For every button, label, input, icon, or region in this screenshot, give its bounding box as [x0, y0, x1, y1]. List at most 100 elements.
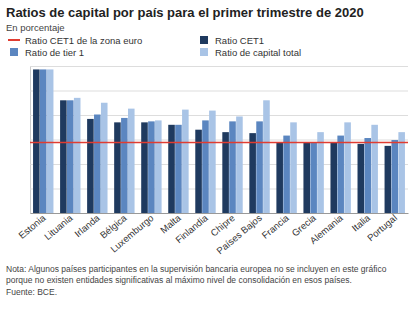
- y-axis: [30, 67, 408, 214]
- legend-item: Ratio de tier 1: [10, 47, 84, 58]
- legend-item: Ratio de capital total: [200, 47, 301, 58]
- x-tick-label: Lituania: [42, 212, 75, 242]
- x-tick-label: Portugal: [365, 212, 399, 243]
- bar: [358, 144, 365, 213]
- x-tick: Finlandia: [173, 212, 210, 246]
- series: [47, 69, 405, 213]
- note-line: Nota: Algunos países participantes en la…: [6, 264, 387, 274]
- series: [40, 69, 398, 213]
- bar: [398, 132, 405, 213]
- x-tick: Francia: [260, 212, 292, 241]
- x-tick-label: Luxemburgo: [108, 212, 156, 254]
- y-tick: [30, 140, 408, 141]
- x-axis: EstoniaLituaniaIrlandaBélgicaLuxemburgoM…: [16, 212, 408, 257]
- bar: [202, 120, 209, 213]
- legend: Ratio CET1 de la zona euroRatio CET1Rati…: [8, 35, 301, 58]
- bar: [209, 111, 216, 213]
- bar: [141, 122, 148, 213]
- note-line: porque no existen entidades significativ…: [6, 275, 352, 285]
- x-tick: Países Bajos: [214, 212, 264, 256]
- bar: [168, 125, 175, 213]
- bar: [222, 132, 229, 213]
- x-tick-label: Irlanda: [72, 212, 102, 240]
- x-tick-label: Países Bajos: [214, 212, 264, 256]
- x-tick: Irlanda: [72, 212, 102, 240]
- bar: [182, 110, 189, 213]
- x-tick-label: Francia: [260, 212, 292, 241]
- grid-line: [30, 189, 408, 190]
- y-tick: [30, 91, 408, 92]
- legend-swatch: [200, 36, 208, 44]
- y-axis-line: [31, 67, 409, 214]
- legend-swatch: [8, 39, 20, 41]
- legend-label: Ratio de tier 1: [25, 47, 84, 58]
- legend-item: Ratio CET1 de la zona euro: [8, 35, 142, 46]
- y-tick: [30, 66, 408, 67]
- x-tick: Alemania: [308, 212, 346, 246]
- subtitle: En porcentaje: [6, 22, 65, 33]
- bar: [47, 69, 54, 213]
- plot: EstoniaLituaniaIrlandaBélgicaLuxemburgoM…: [16, 67, 408, 257]
- bar: [391, 140, 398, 213]
- bar: [114, 122, 121, 213]
- bar: [74, 98, 81, 213]
- bar: [276, 142, 283, 213]
- source: Fuente: BCE.: [6, 287, 57, 297]
- bar: [148, 121, 155, 213]
- bar: [40, 69, 47, 213]
- bar: [155, 120, 162, 213]
- x-tick: Portugal: [365, 212, 399, 243]
- legend-label: Ratio CET1: [215, 35, 264, 46]
- bar: [175, 125, 182, 213]
- y-tick: [30, 213, 408, 214]
- grid-line: [30, 164, 408, 165]
- legend-label: Ratio de capital total: [215, 47, 301, 58]
- bar: [60, 100, 67, 213]
- bar: [33, 69, 40, 213]
- grid-line: [30, 66, 408, 67]
- x-axis-line: [31, 213, 409, 214]
- x-tick: Luxemburgo: [108, 212, 156, 254]
- y-tick: [30, 115, 408, 116]
- legend-swatch: [10, 48, 18, 56]
- series: [33, 69, 391, 213]
- bar: [371, 125, 378, 213]
- grid-line: [30, 115, 408, 116]
- x-tick-label: Alemania: [308, 212, 346, 246]
- x-tick-label: Finlandia: [173, 212, 210, 246]
- grid-line: [30, 213, 408, 214]
- bar: [67, 100, 74, 213]
- reference-line: [30, 142, 408, 144]
- bar: [263, 100, 270, 213]
- note: Nota: Algunos países participantes en la…: [6, 264, 387, 285]
- bar: [94, 115, 101, 213]
- title: Ratios de capital por país para el prime…: [6, 5, 364, 20]
- legend-item: Ratio CET1: [200, 35, 264, 46]
- bar: [364, 138, 371, 213]
- bar: [249, 133, 256, 213]
- bar: [121, 118, 128, 213]
- chart: Ratios de capital por país para el prime…: [0, 0, 414, 311]
- bar: [229, 121, 236, 213]
- bar: [317, 132, 324, 213]
- bar: [310, 142, 317, 213]
- bar: [290, 122, 297, 213]
- x-tick: Lituania: [42, 212, 75, 242]
- legend-swatch: [200, 48, 208, 56]
- bar: [303, 142, 310, 213]
- bar: [283, 136, 290, 213]
- bar: [337, 136, 344, 213]
- bar: [385, 146, 392, 213]
- bar: [101, 103, 108, 213]
- bar: [87, 119, 94, 213]
- y-tick: [30, 189, 408, 190]
- grid-line: [30, 140, 408, 141]
- bar: [330, 142, 337, 213]
- bar: [236, 116, 243, 213]
- bar: [256, 121, 263, 213]
- legend-label: Ratio CET1 de la zona euro: [25, 35, 142, 46]
- marks: [30, 69, 408, 213]
- grid-line: [30, 91, 408, 92]
- y-tick: [30, 164, 408, 165]
- bar: [128, 109, 135, 213]
